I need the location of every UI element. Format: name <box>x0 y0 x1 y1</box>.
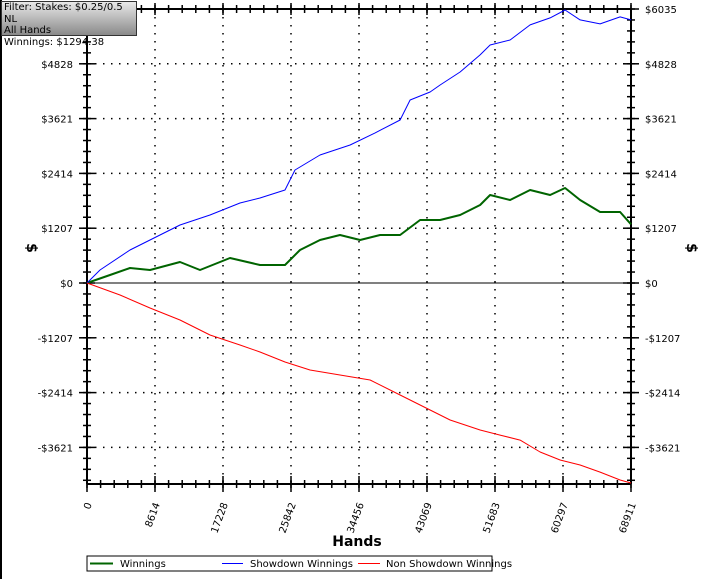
legend: Winnings Showdown Winnings Non Showdown … <box>86 555 512 572</box>
y-tick-label-left: $0 <box>60 279 73 290</box>
y-tick-label-left: -$3621 <box>38 443 73 454</box>
x-tick-label: 43069 <box>414 501 435 535</box>
x-tick-label: 0 <box>82 501 95 511</box>
series-line-showdown-winnings <box>86 9 632 284</box>
grid <box>87 8 631 484</box>
series-line-winnings <box>86 187 632 284</box>
y-tick-label-right: $2414 <box>645 169 677 180</box>
x-tick-label: 34456 <box>346 501 367 535</box>
x-tick-label: 68911 <box>618 501 639 535</box>
x-axis-title: Hands <box>332 534 382 550</box>
y-tick-label-left: $2414 <box>41 169 73 180</box>
x-tick-label: 51683 <box>482 501 503 535</box>
y-axis-title-left: $ <box>23 243 39 253</box>
x-tick-label: 17228 <box>210 501 231 535</box>
legend-label-non-showdown: Non Showdown Winnings <box>386 559 512 570</box>
winnings-text: Winnings: $1294.38 <box>4 36 105 48</box>
y-tick-label-right: -$1207 <box>645 334 680 345</box>
y-tick-label-left: $4828 <box>41 60 73 71</box>
y-tick-label-right: $4828 <box>645 60 677 71</box>
y-tick-label-left: $1207 <box>41 224 73 235</box>
y-tick-label-right: -$2414 <box>645 389 680 400</box>
y-tick-label-right: -$3621 <box>645 443 680 454</box>
y-axis-title-right: $ <box>683 243 699 253</box>
y-tick-label-left: $3621 <box>41 115 73 126</box>
series-line-non-showdown-winnings <box>86 282 632 484</box>
y-tick-label-right: $0 <box>645 279 658 290</box>
legend-label-winnings: Winnings <box>120 559 166 570</box>
y-tick-label-right: $1207 <box>645 224 677 235</box>
x-tick-label: 8614 <box>144 501 163 529</box>
x-tick-label: 60297 <box>550 501 571 535</box>
y-tick-label-left: -$2414 <box>38 389 73 400</box>
y-tick-label-right: $3621 <box>645 115 677 126</box>
filter-text: Filter: Stakes: $0.25/0.5 NL <box>4 2 123 25</box>
y-tick-label-left: -$1207 <box>38 334 73 345</box>
y-tick-label-right: $6035 <box>645 5 677 16</box>
series-lines <box>86 9 632 484</box>
hands-filter-text: All Hands <box>4 25 52 36</box>
filter-info-box: Filter: Stakes: $0.25/0.5 NL All Hands W… <box>1 1 137 48</box>
x-tick-label: 25842 <box>278 501 299 535</box>
legend-label-showdown: Showdown Winnings <box>250 559 353 570</box>
